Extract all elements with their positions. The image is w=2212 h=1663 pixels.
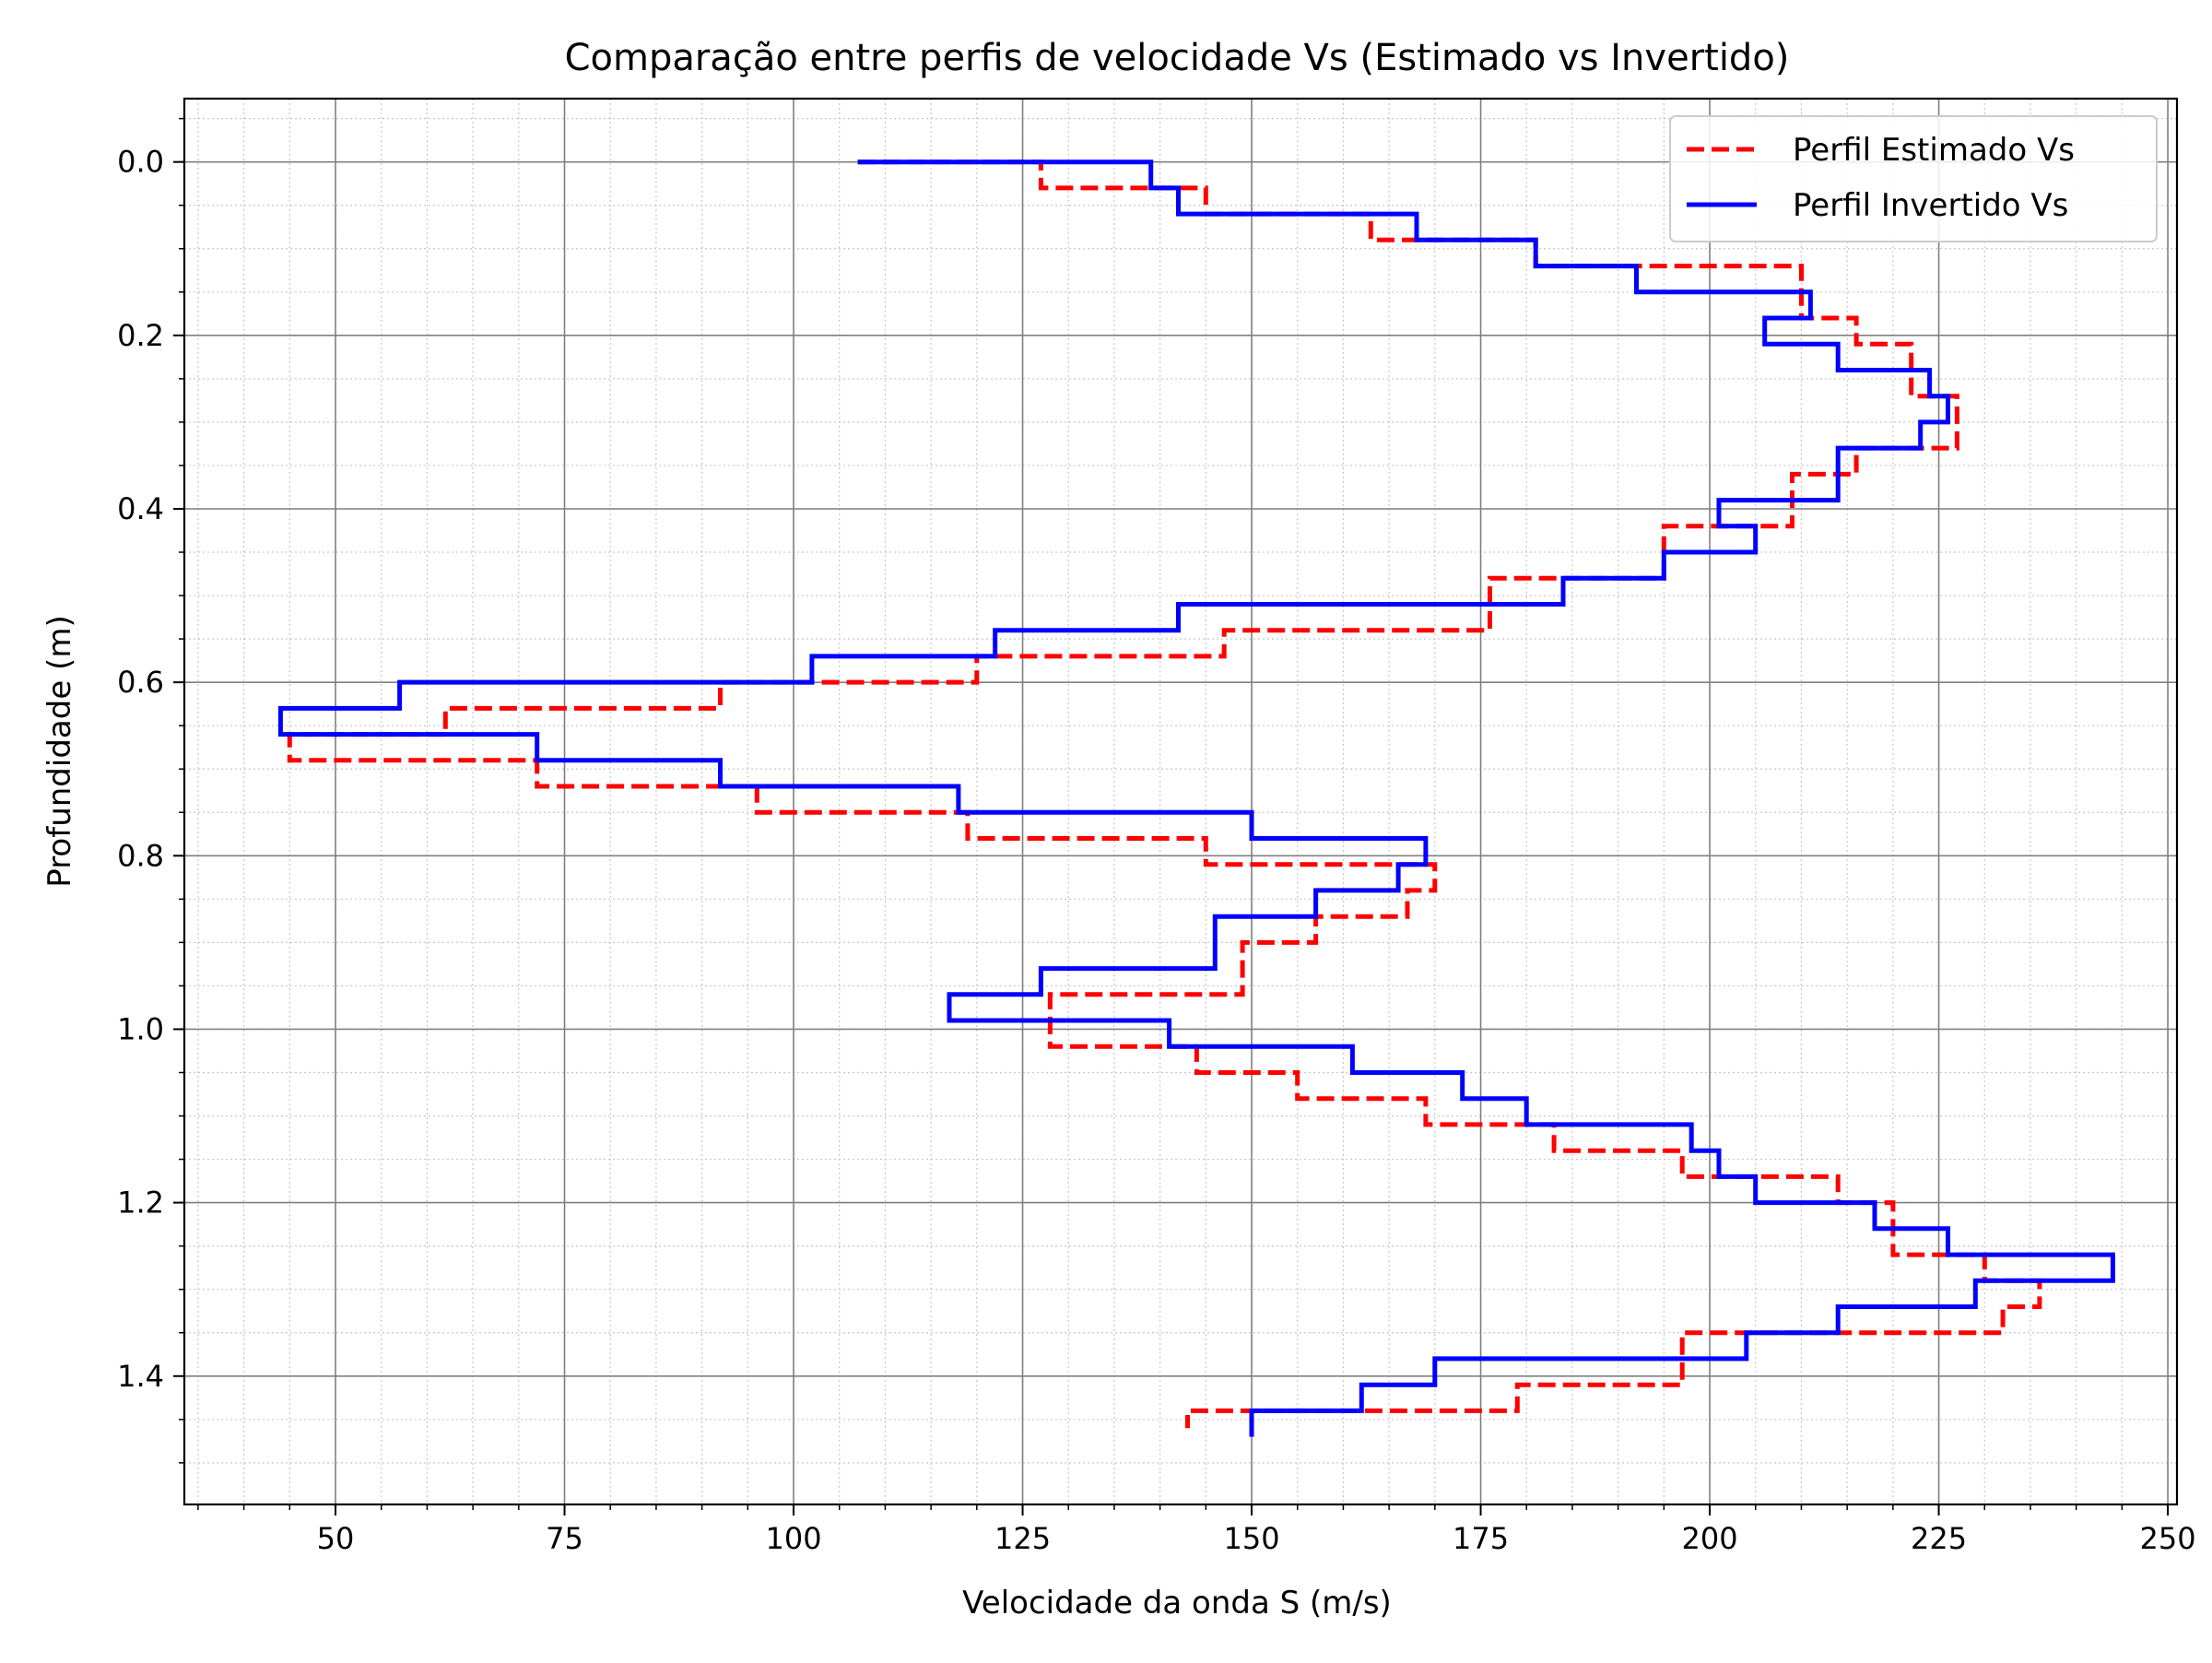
series-layer: [277, 159, 2115, 1437]
y-tick-label: 1.0: [117, 1011, 164, 1046]
x-tick-label: 75: [546, 1521, 583, 1556]
legend: Perfil Estimado Vs Perfil Invertido Vs: [1669, 115, 2158, 242]
y-tick-label: 0.0: [117, 145, 164, 180]
x-tick-label: 200: [1682, 1521, 1738, 1556]
y-axis-ticks: 0.0 0.2 0.4 0.6 0.8 1.0 1.2 1.4: [117, 117, 184, 1464]
y-tick-label: 1.4: [117, 1359, 164, 1394]
y-axis-label: Profundidade (m): [41, 615, 78, 887]
x-tick-label: 150: [1223, 1521, 1279, 1556]
x-tick-label: 125: [994, 1521, 1051, 1556]
plot-frame: [182, 97, 2179, 1506]
legend-box: [1669, 115, 2158, 242]
y-tick-label: 0.6: [117, 665, 164, 700]
chart-title: Comparação entre perfis de velocidade Vs…: [565, 37, 1790, 79]
y-tick-label: 1.2: [117, 1185, 164, 1221]
legend-estimated-label: Perfil Estimado Vs: [1793, 132, 2075, 169]
y-tick-label: 0.2: [117, 318, 164, 353]
x-tick-label: 100: [765, 1521, 821, 1556]
series-line-inverted: [277, 159, 2115, 1437]
x-axis-label: Velocidade da onda S (m/s): [962, 1585, 1392, 1622]
x-tick-label: 250: [2140, 1521, 2196, 1556]
x-tick-label: 175: [1453, 1521, 1509, 1556]
series-line-estimated: [287, 159, 2042, 1429]
x-tick-label: 225: [1911, 1521, 1967, 1556]
y-tick-label: 0.4: [117, 491, 164, 526]
y-tick-label: 0.8: [117, 838, 164, 873]
x-tick-label: 50: [317, 1521, 355, 1556]
x-axis-ticks: 50 75 100 125 150 175 200 225 250: [197, 1504, 2196, 1556]
legend-inverted-label: Perfil Invertido Vs: [1793, 187, 2068, 224]
